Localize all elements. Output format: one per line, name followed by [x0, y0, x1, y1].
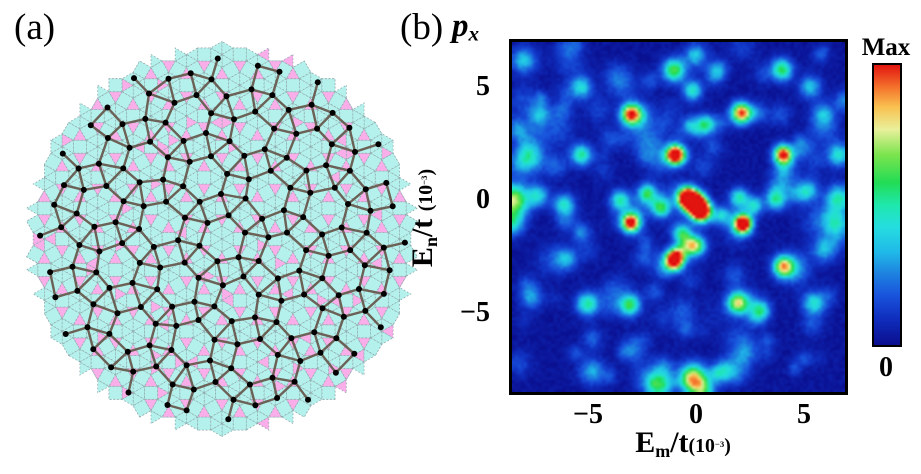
- y-axis-unit-open: (10: [414, 184, 437, 212]
- panel-b-label: (b): [400, 7, 444, 48]
- y-axis-unit-close: ): [414, 168, 437, 176]
- panel-b-title-sub: x: [468, 21, 480, 46]
- y-axis-label-base: E: [405, 247, 439, 268]
- x-axis-label-sub: m: [655, 441, 671, 462]
- y-axis-label-rest: /t: [405, 211, 439, 238]
- x-axis-label-rest: /t: [670, 426, 689, 459]
- x-axis-tick-1: 0: [689, 399, 703, 430]
- x-axis-label-unit: (10−3): [689, 435, 731, 457]
- y-axis-label-sub: n: [421, 237, 442, 248]
- x-axis-unit-open: (10: [688, 435, 715, 457]
- graph-edges-group: [38, 57, 407, 421]
- x-axis-unit-exp: −3: [714, 439, 725, 450]
- heatmap-canvas: [512, 42, 845, 392]
- y-axis-tick-1: 0: [476, 184, 490, 215]
- y-axis-tick-2: −5: [460, 297, 490, 328]
- x-axis-tick-0: −5: [573, 399, 603, 430]
- x-axis-unit-close: ): [724, 435, 731, 457]
- colorbar-max-label: Max: [861, 34, 911, 61]
- x-axis-tick-2: 5: [797, 399, 811, 430]
- x-axis-label-base: E: [635, 426, 656, 459]
- x-axis-label: Em/t(10−3): [558, 426, 808, 462]
- panel-b-title: px: [452, 8, 479, 47]
- heatmap-frame: [509, 39, 848, 395]
- y-axis-label: En/t (10−3): [406, 169, 442, 267]
- colorbar: [872, 63, 902, 347]
- y-axis-tick-0: 5: [476, 71, 490, 102]
- graph-dots-group: [37, 55, 408, 423]
- y-axis-unit-exp: −3: [419, 175, 430, 185]
- panel-b-title-base: p: [452, 8, 469, 44]
- panel-a-label: (a): [14, 7, 56, 48]
- colorbar-min-label: 0: [879, 352, 893, 383]
- quasicrystal-svg: [25, 40, 419, 438]
- y-axis-label-unit: (10−3): [415, 169, 437, 211]
